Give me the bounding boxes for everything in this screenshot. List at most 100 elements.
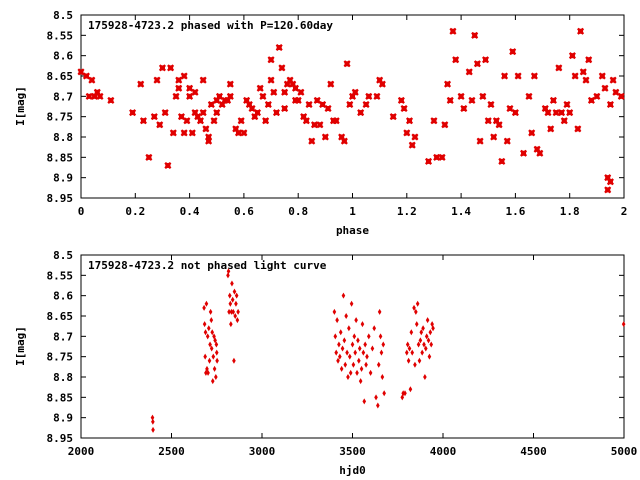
y-tick-label: 8.6 [53,50,73,63]
data-point-core [499,158,505,164]
data-point-core [159,65,165,71]
data-point-core [390,114,396,120]
data-point [363,341,367,348]
data-point-core [83,73,89,79]
data-point-core [537,150,543,156]
data-point [370,345,375,352]
data-point-core [268,77,274,83]
data-point [235,317,240,324]
data-point-core [426,158,432,164]
data-point-core [298,89,304,95]
data-point [417,357,422,364]
data-point [422,341,426,348]
x-tick-label: 0.6 [234,205,254,218]
data-point-core [496,122,502,128]
data-point [333,333,338,340]
data-point [230,296,235,303]
x-tick-label: 2 [621,205,628,218]
data-point-core [439,154,445,160]
data-point [349,300,354,307]
x-tick-label: 4000 [430,445,457,458]
data-point-core [404,130,410,136]
x-tick-label: 0.8 [288,205,308,218]
x-tick-label: 2500 [158,445,185,458]
data-point [208,308,213,315]
x-tick-label: 0 [78,205,85,218]
data-point-core [607,179,613,185]
data-point [429,341,434,348]
data-point [376,361,381,368]
data-point [401,390,405,397]
data-point [203,329,208,336]
data-point [357,345,362,352]
data-point-core [594,93,600,99]
data-point [424,345,428,352]
data-point-core [271,89,277,95]
data-point [213,337,217,344]
data-point-core [265,101,271,107]
x-tick-label: 3500 [339,445,366,458]
data-point [428,329,433,336]
x-tick-label: 1.8 [560,205,580,218]
data-point-core [515,73,521,79]
data-point-core [583,77,589,83]
data-point-core [545,110,551,116]
x-tick-label: 1.6 [505,205,525,218]
data-point [410,349,415,356]
data-point-core [284,81,290,87]
data-point [425,317,430,324]
data-point-core [195,114,201,120]
data-point [355,369,359,376]
data-point-core [178,114,184,120]
data-point-core [398,97,404,103]
data-point-core [290,81,296,87]
data-point [405,341,410,348]
data-point [215,357,219,364]
data-point-core [292,85,298,91]
data-point-core [311,122,317,128]
data-point [335,317,339,324]
data-point-core [339,134,345,140]
data-point-core [379,81,385,87]
data-point [214,341,219,348]
data-point-core [227,93,233,99]
data-point-core [586,57,592,63]
data-point-core [97,93,103,99]
data-point-core [502,73,508,79]
data-point-core [434,154,440,160]
data-point-core [347,101,353,107]
data-point [372,325,377,332]
data-point [231,308,236,315]
data-point-core [559,110,565,116]
data-point [343,361,348,368]
data-point-core [358,110,364,116]
data-point [341,292,346,299]
y-tick-label: 8.5 [53,9,73,22]
data-point-core [588,97,594,103]
data-point [345,349,349,356]
data-point-core [507,106,513,112]
data-point [210,378,215,385]
data-point [379,349,384,356]
data-point-core [605,187,611,193]
data-point-core [219,101,225,107]
data-point [338,353,342,360]
data-point-core [206,138,212,144]
data-point-core [235,130,241,136]
data-point [354,317,358,324]
data-point-core [192,89,198,95]
data-point [414,321,419,328]
data-point [208,341,212,348]
data-point [210,329,215,336]
data-point-core [493,118,499,124]
data-point-core [89,77,95,83]
data-point [381,341,386,348]
data-point [424,333,429,340]
data-point-core [510,49,516,55]
y-axis-label: I[mag] [14,326,27,366]
data-point [234,292,239,299]
data-point-core [453,57,459,63]
data-point [347,325,351,332]
data-point [340,345,345,352]
